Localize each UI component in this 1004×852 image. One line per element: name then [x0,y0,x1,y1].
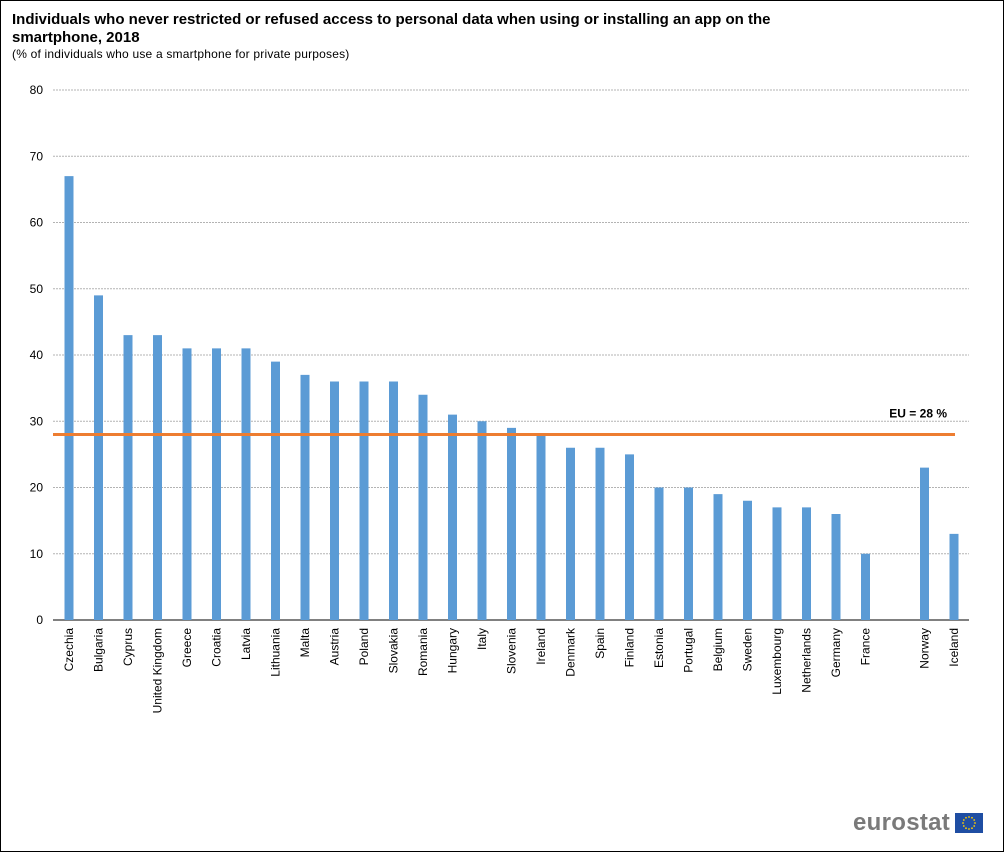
category-label: Malta [298,628,312,658]
flag-star [973,825,976,827]
category-label: Slovenia [505,628,519,674]
category-label: Latvia [239,628,253,660]
bar-croatia [212,348,221,620]
y-tick-label: 50 [30,282,44,296]
category-label: Luxembourg [770,628,784,695]
bar-luxembourg [772,507,782,620]
chart-subtitle: (% of individuals who use a smartphone f… [12,47,350,61]
category-label: Ireland [534,628,548,665]
eu-average-label: EU = 28 % [889,407,947,421]
bar-poland [359,381,369,620]
category-label: Greece [180,628,194,668]
bar-ireland [536,434,546,620]
bar-belgium [713,494,723,620]
category-label: Romania [416,628,430,676]
bar-bulgaria [94,295,103,620]
bar-iceland [949,533,959,620]
bar-germany [831,514,841,620]
category-label: Cyprus [121,628,135,666]
y-tick-label: 40 [30,348,44,362]
category-label: Sweden [741,628,755,671]
logo-text: eurostat [853,809,951,836]
bar-greece [182,348,192,620]
flag-star [974,822,976,824]
bar-norway [920,467,929,620]
y-tick-label: 10 [30,547,44,561]
category-label: Estonia [652,628,666,668]
flag-star [971,816,973,819]
flag-star [962,822,964,824]
category-label: Iceland [947,628,961,667]
category-label: Czechia [62,628,76,672]
category-label: Bulgaria [92,628,106,672]
flag-star [973,819,976,821]
bar-netherlands [802,507,811,620]
bar-malta [300,374,310,620]
category-label: Finland [623,628,637,667]
flag-star [962,825,965,827]
category-label: Slovakia [387,628,401,674]
bar-latvia [241,348,251,620]
category-label: Croatia [210,628,224,667]
bar-slovakia [389,381,398,620]
category-label: Denmark [564,627,578,677]
bar-finland [625,454,634,620]
eurostat-logo: eurostat [853,809,984,836]
category-label: France [859,628,873,666]
category-label: Belgium [711,628,725,671]
flag-star [971,827,973,830]
category-label: Austria [328,628,342,666]
bar-sweden [743,500,752,620]
y-tick-label: 30 [30,414,44,428]
chart-title: Individuals who never restricted or refu… [12,11,771,46]
category-label: Netherlands [800,628,814,693]
flag-star [965,827,967,830]
bar-italy [477,421,487,620]
category-label: Italy [475,628,489,650]
category-label: Lithuania [269,628,283,677]
bar-denmark [566,447,575,620]
bar-spain [595,447,605,620]
category-label: United Kingdom [151,628,165,713]
bar-united-kingdom [153,335,162,620]
category-label: Germany [829,628,843,677]
eu-flag-icon [955,813,984,833]
bar-portugal [684,487,693,620]
bar-austria [330,381,339,620]
bar-hungary [448,414,457,620]
flag-star [965,816,967,819]
y-tick-label: 70 [30,149,44,163]
category-label: Portugal [682,628,696,673]
y-tick-label: 20 [30,481,44,495]
category-label: Norway [918,628,932,669]
y-tick-label: 60 [30,216,44,230]
category-label: Spain [593,628,607,659]
y-tick-label: 0 [36,613,43,627]
bar-romania [418,394,428,620]
flag-star [968,816,970,818]
bar-lithuania [271,361,280,620]
bar-cyprus [123,335,133,620]
bar-france [861,553,870,620]
category-label: Poland [357,628,371,665]
bar-estonia [654,487,664,620]
category-label: Hungary [446,628,460,673]
flag-star [962,819,965,821]
y-tick-label: 80 [30,83,44,97]
bar-czechia [64,176,74,620]
bar-slovenia [507,427,516,620]
flag-star [968,828,970,830]
